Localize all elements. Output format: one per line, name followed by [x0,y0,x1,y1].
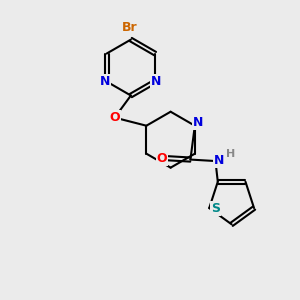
Text: H: H [226,149,236,159]
Text: N: N [214,154,224,167]
Text: O: O [110,111,120,124]
Text: N: N [193,116,203,129]
Text: S: S [211,202,220,214]
Text: N: N [100,75,110,88]
Text: O: O [157,152,167,165]
Text: Br: Br [122,21,137,34]
Text: N: N [152,75,162,88]
